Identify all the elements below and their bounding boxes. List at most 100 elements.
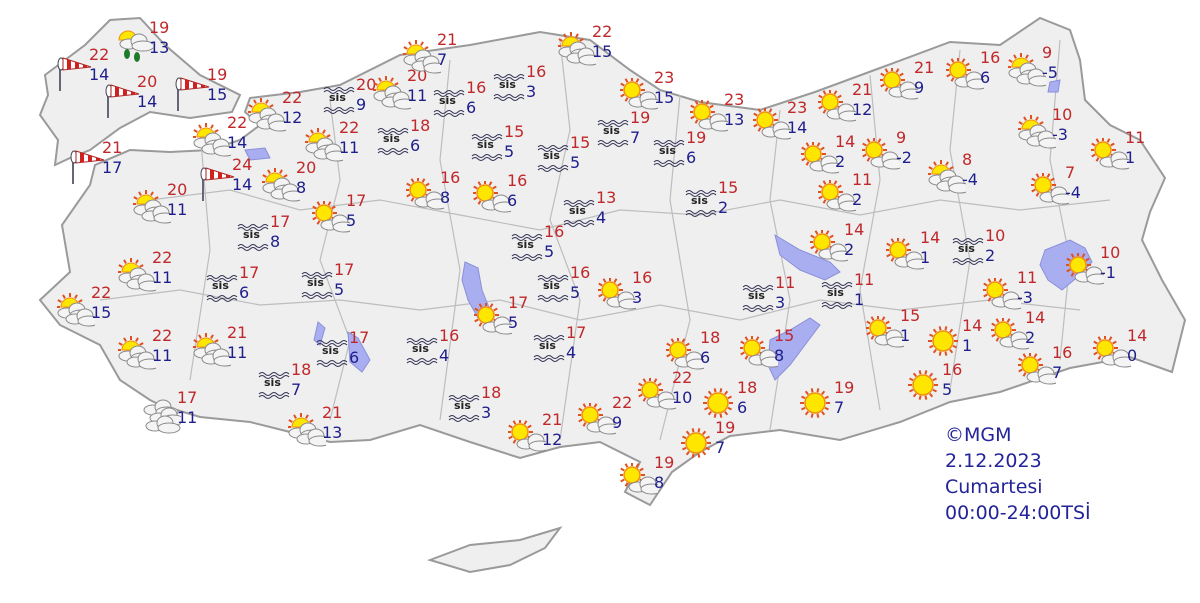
station-58: 22 11 [118, 328, 178, 376]
max-temperature: 22 [612, 393, 633, 412]
max-temperature: 16 [544, 222, 565, 241]
max-temperature: 18 [410, 116, 431, 135]
min-temperature: 6 [686, 148, 697, 167]
station-72: 22 10 [638, 370, 698, 418]
min-temperature: 13 [724, 110, 745, 129]
station-14: 21 7 [403, 32, 463, 80]
station-6: 24 14 [198, 157, 258, 205]
station-79: 21 13 [288, 405, 348, 453]
fog-label: sis [659, 144, 676, 157]
wind-icon [70, 150, 105, 184]
mostly-sunny-icon [1031, 173, 1069, 205]
max-temperature: 16 [526, 62, 547, 81]
station-69: sis 18 7 [257, 362, 317, 410]
min-temperature: 6 [507, 191, 518, 210]
min-temperature: 15 [592, 42, 613, 61]
fog-icon [537, 145, 569, 172]
max-temperature: 14 [962, 316, 983, 335]
fog-label: sis [569, 204, 586, 217]
min-temperature: 15 [207, 85, 228, 104]
max-temperature: 22 [592, 22, 613, 41]
min-temperature: 7 [630, 128, 641, 147]
lake-beysehir [347, 331, 371, 373]
max-temperature: 22 [672, 368, 693, 387]
partly-cloudy-icon [288, 413, 326, 447]
max-temperature: 21 [542, 410, 563, 429]
station-18: 23 15 [620, 70, 680, 118]
min-temperature: 11 [407, 86, 428, 105]
fog-icon [448, 395, 480, 422]
min-temperature: 5 [504, 142, 515, 161]
max-temperature: 21 [852, 80, 873, 99]
max-temperature: 16 [440, 168, 461, 187]
fog-label: sis [539, 339, 556, 352]
max-temperature: 11 [852, 170, 873, 189]
station-65: 14 2 [991, 310, 1051, 358]
partly-cloudy-icon [133, 190, 171, 224]
min-temperature: 14 [137, 92, 158, 111]
station-23: 16 6 [946, 50, 1006, 98]
mostly-sunny-icon [406, 178, 444, 210]
sunny-icon [681, 428, 711, 458]
max-temperature: 17 [566, 323, 587, 342]
station-32: 8 -4 [928, 152, 988, 200]
lake-atatürk-dam [767, 317, 821, 381]
max-temperature: 16 [1052, 343, 1073, 362]
thrace-region [38, 16, 242, 167]
partly-cloudy-icon [118, 258, 156, 292]
min-temperature: -3 [1017, 288, 1033, 307]
min-temperature: 5 [942, 380, 953, 399]
station-81: 19 8 [620, 455, 680, 503]
station-17: 22 15 [558, 24, 618, 72]
rain-icon [118, 30, 153, 62]
sunny-icon [703, 388, 733, 418]
min-temperature: 5 [544, 242, 555, 261]
station-77: 22 9 [578, 395, 638, 443]
fog-icon [323, 87, 355, 114]
fog-icon [206, 275, 238, 302]
fog-label: sis [383, 132, 400, 145]
max-temperature: 22 [282, 88, 303, 107]
max-temperature: 15 [774, 326, 795, 345]
mostly-sunny-icon [690, 100, 728, 132]
min-temperature: 1 [1125, 148, 1136, 167]
station-8: 22 12 [248, 90, 308, 138]
max-temperature: 17 [346, 191, 367, 210]
station-70: 17 11 [143, 390, 203, 438]
max-temperature: 24 [232, 155, 253, 174]
wind-icon [57, 57, 92, 91]
partly-cloudy-icon [373, 76, 411, 110]
fog-icon [433, 90, 465, 117]
lake-iznik [244, 147, 271, 161]
min-temperature: 6 [466, 98, 477, 117]
cloudy-icon [143, 399, 181, 434]
min-temperature: 13 [322, 423, 343, 442]
station-22: 21 9 [880, 60, 940, 108]
min-temperature: 9 [356, 95, 367, 114]
fog-label: sis [477, 138, 494, 151]
fog-label: sis [748, 289, 765, 302]
mostly-sunny-icon [312, 201, 350, 233]
max-temperature: 9 [896, 128, 907, 147]
min-temperature: -2 [896, 148, 912, 167]
station-71: sis 18 3 [447, 385, 507, 433]
partly-cloudy-icon [262, 168, 300, 202]
mostly-sunny-icon [620, 463, 658, 495]
min-temperature: 15 [654, 88, 675, 107]
lake-keban [774, 233, 841, 281]
station-24: 9 -5 [1008, 45, 1068, 93]
min-temperature: 7 [1052, 363, 1063, 382]
max-temperature: 7 [1065, 163, 1076, 182]
min-temperature: 14 [232, 175, 253, 194]
max-temperature: 8 [962, 150, 973, 169]
station-3: 20 14 [103, 74, 163, 122]
mostly-sunny-icon [598, 278, 636, 310]
station-40: sis 17 8 [236, 214, 296, 262]
max-temperature: 21 [227, 323, 248, 342]
fog-icon [377, 128, 409, 155]
station-56: sis 11 1 [820, 272, 880, 320]
station-20: 23 14 [753, 100, 813, 148]
max-temperature: 20 [296, 158, 317, 177]
station-64: 14 1 [928, 318, 988, 366]
max-temperature: 17 [239, 263, 260, 282]
